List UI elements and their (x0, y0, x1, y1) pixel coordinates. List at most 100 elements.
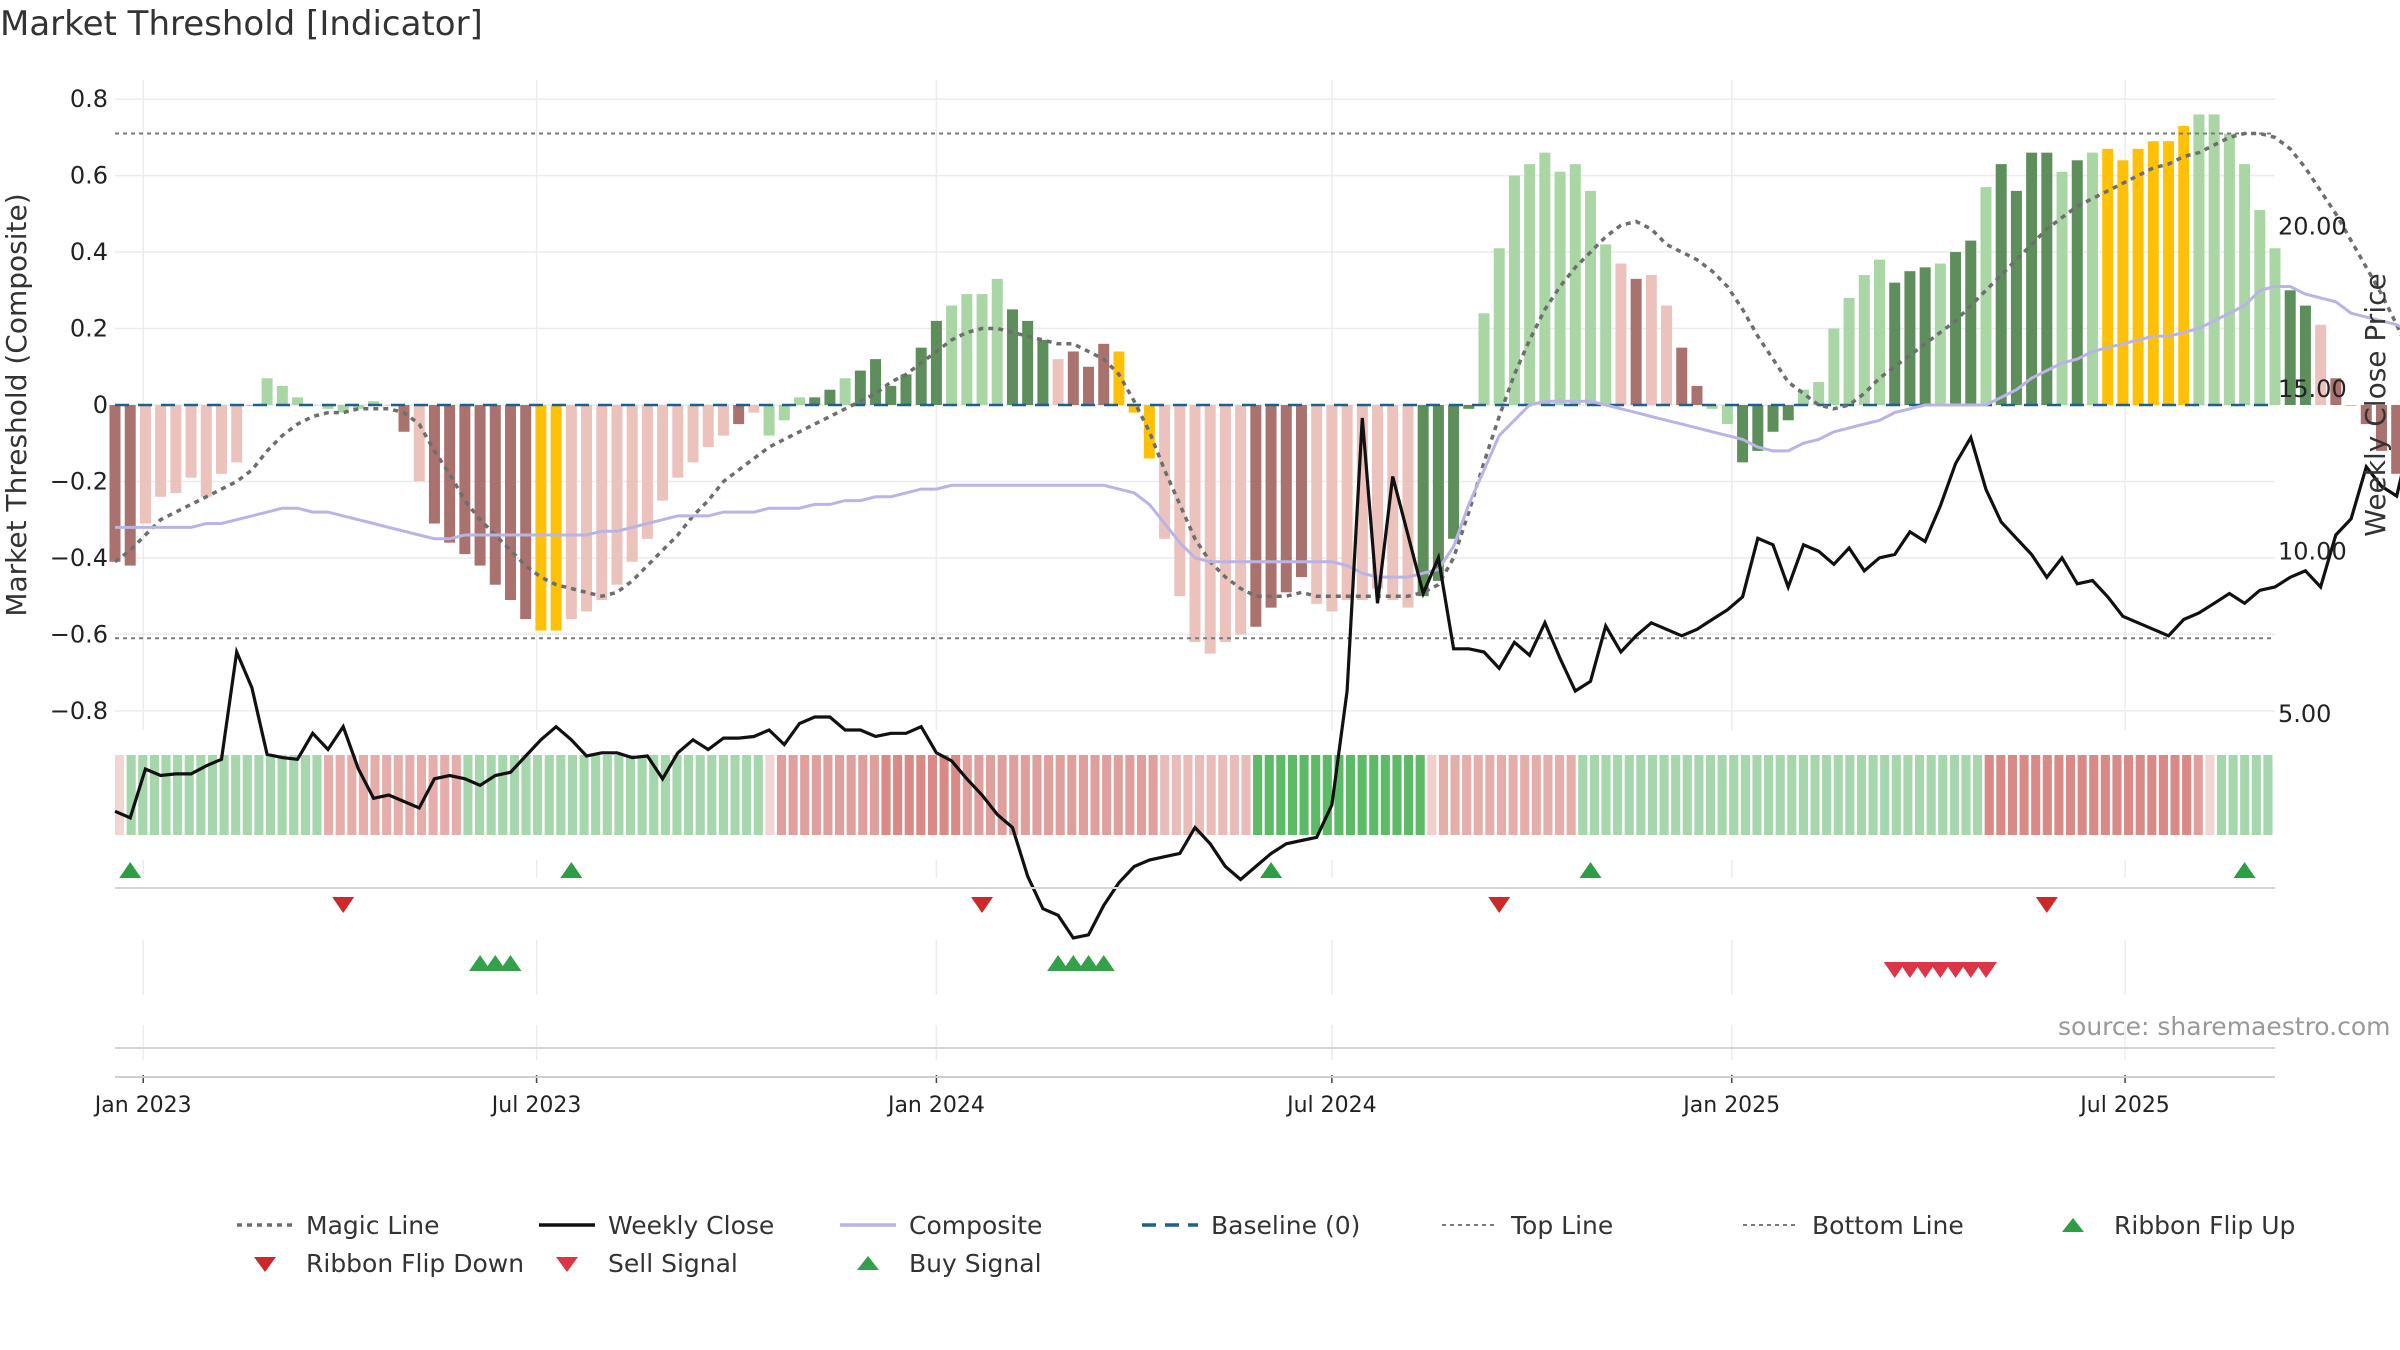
ribbon-flip-up-marker (1260, 862, 1283, 878)
composite-bar (535, 405, 547, 631)
ribbon-cell (951, 755, 961, 835)
ribbon-cell (1798, 755, 1808, 835)
ribbon-cell (1415, 755, 1425, 835)
composite-bar (261, 378, 273, 405)
composite-bar (1645, 275, 1657, 405)
ribbon-cell (2135, 755, 2145, 835)
composite-bar (2086, 152, 2098, 405)
composite-bar (139, 405, 151, 524)
buy-signal-marker (469, 955, 492, 971)
ribbon-cell (1020, 755, 1030, 835)
ribbon-cell (416, 755, 427, 835)
y2-axis-title: Weekly Close Price (2359, 273, 2392, 536)
composite-bar (1311, 405, 1323, 604)
composite-bar (1006, 309, 1018, 405)
ribbon-cell (1113, 755, 1123, 835)
composite-bar (1432, 405, 1444, 581)
ribbon-cell (1520, 755, 1530, 835)
signal-markers (119, 862, 2256, 978)
composite-bar (2071, 160, 2083, 405)
composite-bar (2223, 133, 2235, 405)
ribbon-cell (231, 755, 241, 835)
ribbon-cell (1926, 755, 1936, 835)
ribbon-cell (277, 755, 287, 835)
ribbon-cell (1299, 755, 1309, 835)
composite-bar (1037, 340, 1049, 405)
ribbon-cell (1868, 755, 1878, 835)
composite-bar (1448, 405, 1460, 539)
legend-label: Sell Signal (608, 1249, 738, 1278)
ribbon-cell (1125, 755, 1135, 835)
composite-bar (2254, 210, 2266, 405)
legend-swatch (2062, 1218, 2084, 1232)
composite-bar (1676, 347, 1688, 405)
ribbon-cell (254, 755, 264, 835)
composite-bar (1904, 271, 1916, 405)
composite-bar (885, 385, 897, 405)
ribbon-cell (149, 755, 159, 835)
composite-bar (1737, 405, 1749, 463)
ribbon-cell (904, 755, 914, 835)
ribbon-cell (1206, 755, 1216, 835)
legend-label: Ribbon Flip Up (2114, 1211, 2296, 1240)
ribbon-cell (1682, 755, 1692, 835)
composite-bar (1661, 305, 1673, 405)
x-tick-label: Jul 2025 (2078, 1093, 2170, 1118)
composite-bar (398, 405, 410, 432)
ribbon-cell (498, 755, 508, 835)
composite-bar (2102, 148, 2114, 405)
ribbon-cell (1508, 755, 1518, 835)
composite-bar (413, 405, 425, 482)
ribbon-cell (300, 755, 310, 835)
ribbon-cell (695, 755, 705, 835)
composite-bar (1874, 259, 1886, 405)
composite-bar (1797, 389, 1809, 405)
source-note: source: sharemaestro.com (2058, 1012, 2391, 1041)
ribbon-cell (1891, 755, 1901, 835)
ribbon-cell (1647, 755, 1658, 835)
composite-bar (824, 389, 836, 405)
ribbon-cell (1183, 755, 1193, 835)
composite-bar (1858, 275, 1870, 405)
composite-bar (717, 405, 729, 436)
ribbon-cell (1009, 755, 1019, 835)
composite-bar (2345, 405, 2357, 406)
ribbon-cell (1729, 755, 1739, 835)
ribbon-cell (823, 755, 833, 835)
composite-bar (1189, 405, 1201, 643)
ribbon-cell (1973, 755, 1983, 835)
composite-bar (1813, 382, 1825, 405)
composite-bar (383, 405, 395, 406)
composite-bar (1493, 248, 1505, 405)
ribbon-cell (219, 755, 229, 835)
ribbon-cell (1090, 755, 1100, 835)
ribbon-cell (312, 755, 322, 835)
ribbon-cell (2065, 755, 2076, 835)
ribbon-cell (242, 755, 252, 835)
ribbon-cell (1671, 755, 1681, 835)
ribbon-cell (1287, 755, 1298, 835)
y-tick-label: −0.8 (50, 697, 108, 725)
ribbon-cell (614, 755, 624, 835)
ribbon-flip-up-marker (2233, 862, 2256, 878)
composite-bar (1539, 152, 1551, 405)
ribbon-cell (1195, 755, 1205, 835)
composite-bar (368, 401, 380, 405)
y-axis-title: Market Threshold (Composite) (0, 193, 33, 616)
composite-bar (1463, 405, 1475, 409)
composite-bar (1584, 190, 1596, 405)
composite-bar (428, 405, 440, 524)
composite-bar (1950, 252, 1962, 405)
ribbon-flip-down-marker (332, 897, 355, 913)
composite-bar (1295, 405, 1307, 578)
composite-bar (1828, 328, 1840, 405)
composite-bar (185, 405, 197, 478)
ribbon-cell (1264, 755, 1274, 835)
magic-line (113, 131, 2400, 599)
ribbon-cell (2054, 755, 2064, 835)
ribbon-cell (126, 755, 136, 835)
composite-bar (1128, 405, 1140, 413)
buy-signal-marker (499, 955, 522, 971)
ribbon-cell (742, 755, 752, 835)
composite-bar (641, 405, 653, 539)
